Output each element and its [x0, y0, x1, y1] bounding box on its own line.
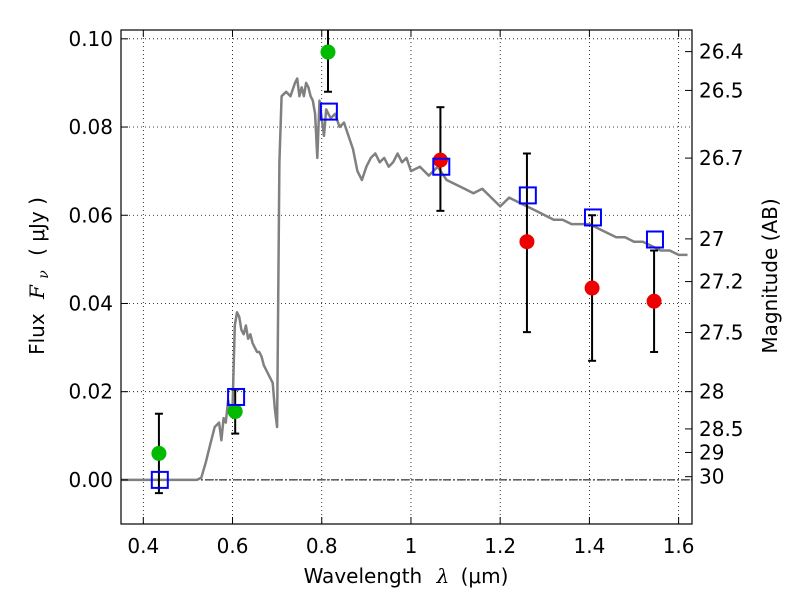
x-tick-label: 0.4: [127, 534, 159, 558]
green-data-point: [320, 44, 336, 60]
x-tick-label: 1: [405, 534, 418, 558]
x-tick-label: 1.6: [663, 534, 695, 558]
magnitude-axis-label: Magnitude (AB): [758, 198, 782, 353]
y-tick-label: 0.10: [68, 27, 113, 51]
green-points: [151, 44, 336, 461]
green-data-point: [227, 404, 243, 420]
green-data-point: [151, 445, 167, 461]
y-tick-label: 0.06: [68, 203, 113, 227]
x-tick-label: 0.8: [306, 534, 338, 558]
model-square-point: [518, 186, 537, 205]
red-points: [432, 152, 662, 309]
magnitude-tick-label: 26.4: [699, 40, 744, 64]
magnitude-tick-label: 27.2: [699, 270, 744, 294]
y-axis-label: Flux F ν ( μJy ): [25, 197, 53, 355]
magnitude-tick-label: 28: [699, 380, 724, 404]
model-photometry-points: [150, 102, 664, 489]
red-data-point: [432, 152, 448, 168]
plot-frame: [120, 29, 693, 525]
x-tick-label: 1.4: [573, 534, 605, 558]
model-square-point: [150, 470, 169, 489]
magnitude-tick-label: 30: [699, 465, 724, 489]
red-data-point: [519, 234, 535, 250]
axis-ticks: [121, 30, 692, 524]
model-square-point: [583, 208, 602, 227]
red-data-point: [646, 293, 662, 309]
x-axis-label: Wavelength λ (μm): [304, 564, 509, 588]
magnitude-tick-label: 26.7: [699, 146, 744, 170]
magnitude-tick-label: 27.5: [699, 321, 744, 345]
y-tick-label: 0.08: [68, 115, 113, 139]
x-tick-label: 0.6: [217, 534, 249, 558]
x-tick-labels: 0.4 0.6 0.8 1 1.2 1.4 1.6: [127, 534, 694, 558]
y-tick-label: 0.00: [68, 468, 113, 492]
magnitude-tick-label: 29: [699, 440, 724, 464]
model-square-point: [319, 102, 338, 121]
y-tick-label: 0.04: [68, 291, 113, 315]
y-tick-labels: 0.00 0.02 0.04 0.06 0.08 0.10: [68, 27, 113, 492]
magnitude-tick-label: 26.5: [699, 78, 744, 102]
model-square-point: [645, 230, 664, 249]
model-sed-curve: [121, 77, 688, 482]
red-data-point: [584, 280, 600, 296]
magnitude-tick-label: 27: [699, 227, 724, 251]
x-tick-label: 1.2: [484, 534, 516, 558]
magnitude-tick-label: 28.5: [699, 417, 744, 441]
y-tick-label: 0.02: [68, 380, 113, 404]
model-square-point: [227, 387, 246, 406]
model-square-point: [432, 157, 451, 176]
